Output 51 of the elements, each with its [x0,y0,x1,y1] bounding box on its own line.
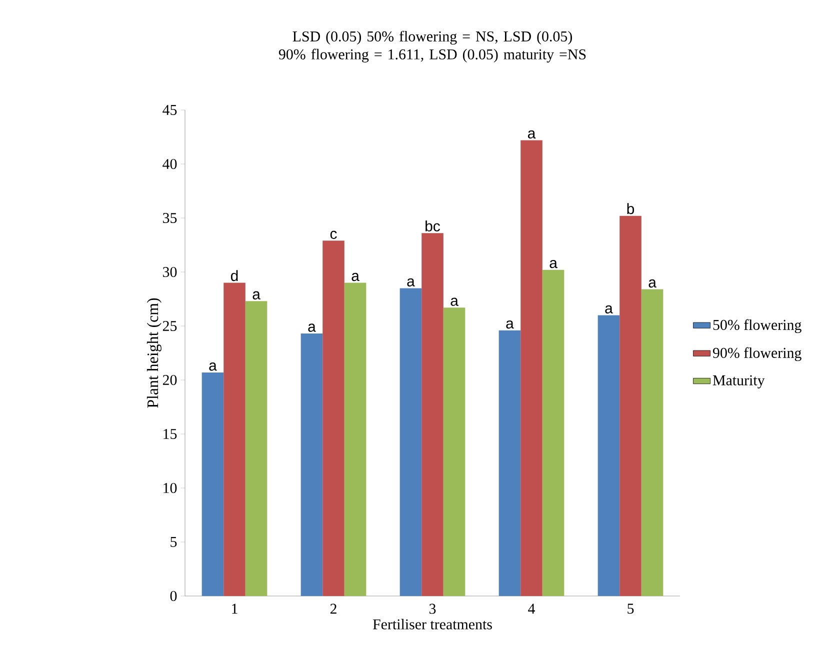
data-label: a [648,279,656,288]
legend-label: 50% flowering [713,319,802,334]
bar [620,216,642,596]
y-axis-title: Plant height (cm) [146,298,162,408]
y-tick-label: 35 [163,212,177,224]
y-tick-label: 15 [164,429,177,439]
bar [542,270,564,596]
data-label: a [252,291,260,300]
bar [245,301,268,596]
data-label: a [528,130,536,139]
data-label: a [450,298,458,306]
legend-label: Maturity [712,375,765,388]
x-tick-label: 1 [232,604,238,614]
x-axis-title: Fertiliser treatments [372,618,492,630]
bar [498,330,521,596]
y-tick-label: 5 [170,537,177,547]
data-label: a [506,320,514,329]
y-tick-label: 10 [164,482,177,494]
data-label: a [605,305,613,314]
x-tick-label: 2 [330,604,336,614]
bar [443,308,466,596]
data-label: a [308,324,316,332]
data-label: d [230,270,238,282]
y-tick-label: 0 [170,590,177,602]
bar [344,282,366,596]
bar [520,140,542,596]
legend-label: 90% flowering [712,347,802,362]
data-label: bc [426,220,440,232]
x-tick-label: 4 [528,604,535,614]
bar [641,289,664,596]
bar [322,240,344,596]
y-tick-label: 20 [162,374,177,386]
data-label: a [550,260,558,268]
bar [224,282,246,596]
data-label: a [209,362,217,371]
x-tick-label: 3 [429,604,436,614]
data-label: c [330,230,337,239]
bar [300,334,323,596]
data-label: b [627,203,634,214]
x-tick-label: 5 [628,604,634,614]
data-label: a [407,278,415,286]
chart-title: LSD (0.05) 50% flowering = NS, LSD (0.05) 90% flowering = 1.611, LSD (0.05) maturity =NS [278,30,586,62]
y-tick-label: 30 [163,266,177,278]
bar [202,372,224,596]
data-label: a [352,272,360,282]
bar [598,315,620,596]
y-tick-label: 25 [162,320,177,332]
y-tick-label: 45 [162,105,177,115]
y-tick-label: 40 [162,158,177,170]
bar [400,288,422,596]
bar [422,233,444,596]
